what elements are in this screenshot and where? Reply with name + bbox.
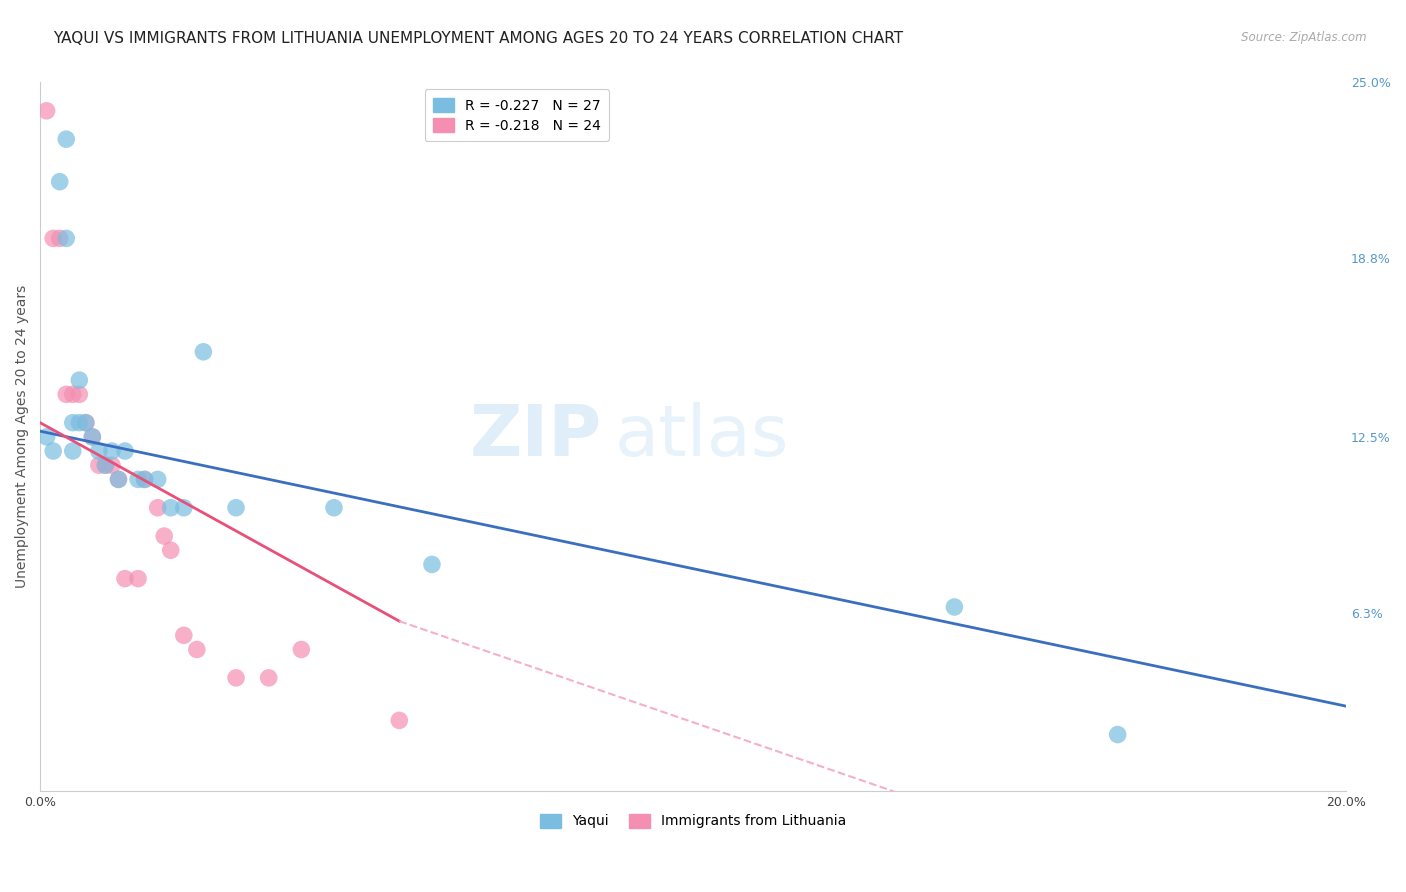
Point (388, 714, 411, 728)
Point (127, 572, 149, 586)
Point (159, 500, 181, 515)
Point (159, 543, 181, 558)
Point (67, 373, 90, 387)
Text: atlas: atlas (614, 402, 789, 471)
Point (55, 387, 77, 401)
Point (87, 444, 110, 458)
Point (67, 387, 90, 401)
Point (35, 430, 58, 444)
Point (257, 671, 280, 685)
Point (225, 671, 247, 685)
Y-axis label: Unemployment Among Ages 20 to 24 years: Unemployment Among Ages 20 to 24 years (15, 285, 30, 589)
Point (173, 500, 195, 515)
Point (75, 416, 97, 430)
Point (153, 529, 176, 543)
Point (82, 430, 104, 444)
Point (62, 387, 84, 401)
Point (290, 642, 312, 657)
Point (94, 458, 117, 473)
Point (48, 231, 70, 245)
Point (62, 444, 84, 458)
Point (107, 472, 129, 486)
Point (107, 472, 129, 486)
Point (55, 231, 77, 245)
Point (323, 500, 346, 515)
Point (420, 558, 443, 572)
Text: ZIP: ZIP (470, 402, 602, 471)
Point (87, 458, 110, 473)
Legend: Yaqui, Immigrants from Lithuania: Yaqui, Immigrants from Lithuania (534, 808, 852, 834)
Point (134, 472, 156, 486)
Point (127, 472, 149, 486)
Point (67, 416, 90, 430)
Point (225, 500, 247, 515)
Point (186, 642, 208, 657)
Point (35, 103, 58, 118)
Text: YAQUI VS IMMIGRANTS FROM LITHUANIA UNEMPLOYMENT AMONG AGES 20 TO 24 YEARS CORREL: YAQUI VS IMMIGRANTS FROM LITHUANIA UNEMP… (53, 31, 904, 46)
Point (134, 472, 156, 486)
Point (146, 472, 169, 486)
Point (114, 572, 136, 586)
Point (1107, 727, 1129, 741)
Point (173, 628, 195, 642)
Point (55, 132, 77, 146)
Point (146, 500, 169, 515)
Point (193, 344, 215, 359)
Point (94, 458, 117, 473)
Point (114, 444, 136, 458)
Point (82, 430, 104, 444)
Point (48, 175, 70, 189)
Point (101, 458, 124, 473)
Point (75, 416, 97, 430)
Point (42, 231, 65, 245)
Point (62, 416, 84, 430)
Text: Source: ZipAtlas.com: Source: ZipAtlas.com (1241, 31, 1367, 45)
Point (42, 444, 65, 458)
Point (101, 444, 124, 458)
Point (943, 599, 966, 614)
